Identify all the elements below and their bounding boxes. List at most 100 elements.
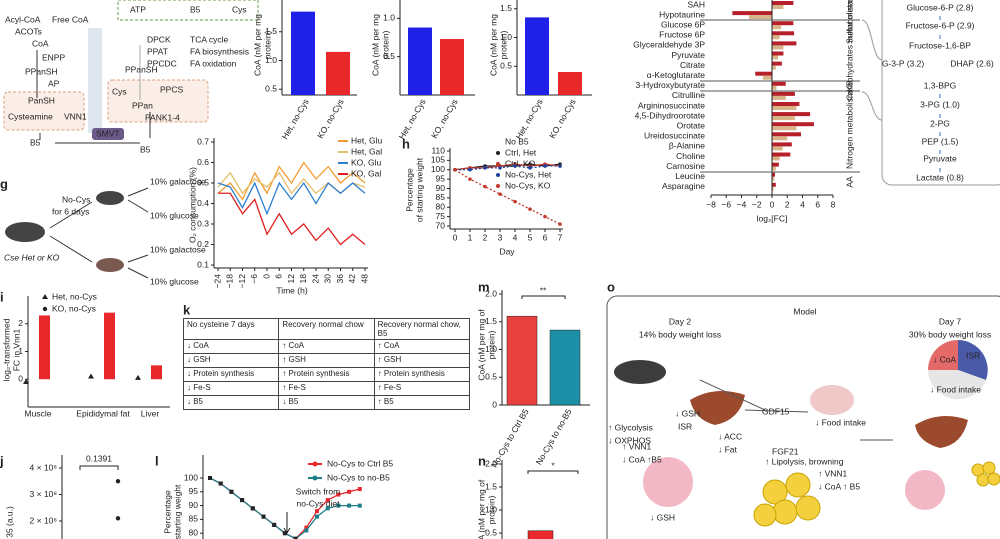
series-line xyxy=(454,163,561,171)
y-tick-label: 1.0 xyxy=(485,504,497,514)
fc-bar xyxy=(772,132,801,137)
arrow xyxy=(744,409,809,413)
group-label: Sulfur metabolism xyxy=(844,0,854,44)
y-tick-label: 4 × 10⁸ xyxy=(30,462,58,472)
y-tick-label: 1.5 xyxy=(265,26,277,36)
row-label: Carnosine xyxy=(666,161,705,171)
table-cell: ↑ GSH xyxy=(373,353,471,368)
y-tick-label: 2 × 10⁸ xyxy=(30,515,58,525)
panel-letter: i xyxy=(0,289,4,304)
pathway-label: TCA cycle xyxy=(190,34,229,44)
fc-bar xyxy=(772,35,780,40)
arrow xyxy=(127,187,149,197)
y-tick-label: 0.5 xyxy=(485,372,497,382)
x-tick-label: 42 xyxy=(347,274,357,284)
bar xyxy=(291,11,315,95)
pathway-step: 3-PG (1.0) xyxy=(920,99,960,109)
fc-bar xyxy=(772,162,779,167)
y-tick-label: 95 xyxy=(436,173,446,183)
y-tick-label: 0.2 xyxy=(197,239,209,249)
row-label: 3-Hydroxybutyrate xyxy=(636,80,706,90)
model-label: ↓ OXPHOS xyxy=(608,435,651,445)
arrow xyxy=(49,235,93,263)
point xyxy=(543,164,547,168)
brain xyxy=(810,385,854,415)
liver xyxy=(915,416,968,448)
point xyxy=(218,481,223,486)
y-tick-label: 85 xyxy=(189,514,199,524)
legend-swatch xyxy=(42,294,48,299)
pathway-label: ENPP xyxy=(42,52,65,62)
y-tick-label: 1.0 xyxy=(265,55,277,65)
x-tick-label: −6 xyxy=(721,199,731,209)
legend-label: No-Cys, Het xyxy=(505,169,552,179)
x-tick-label: 4 xyxy=(513,232,518,242)
x-tick-label: 8 xyxy=(831,199,836,209)
x-axis-label: Day xyxy=(499,246,515,256)
y-axis-label: CoA (nM per mg xyxy=(252,14,262,76)
sig-bracket xyxy=(521,295,566,299)
pathway-label: PPan xyxy=(132,100,153,110)
point xyxy=(272,522,277,527)
glycolysis-box xyxy=(881,0,1000,186)
panel-letter: m xyxy=(478,279,490,294)
point xyxy=(543,214,547,219)
point xyxy=(483,184,487,189)
pathway-label: VNN1 xyxy=(64,111,87,121)
fc-bar xyxy=(772,41,797,46)
fc-bar xyxy=(772,136,788,141)
y-axis-label: protein) xyxy=(262,30,272,59)
pie-slice xyxy=(958,340,988,380)
table-cell: ↓ Protein synthesis xyxy=(182,367,280,382)
model-title: Model xyxy=(793,306,816,316)
y-tick-label: 85 xyxy=(436,192,446,202)
pathway-label: PPanSH xyxy=(125,64,158,74)
point xyxy=(88,373,94,379)
table-cell: ↓ GSH xyxy=(182,353,280,368)
y-tick-label: 70 xyxy=(436,220,446,230)
fc-bar xyxy=(772,55,779,60)
y-tick-label: 1.0 xyxy=(485,344,497,354)
pathway-step: Lactate (0.8) xyxy=(916,172,964,182)
day-label: 14% body weight loss xyxy=(639,329,721,339)
group-label: Carbohydrates metabolism xyxy=(844,0,854,101)
x-tick-label: 48 xyxy=(359,274,369,284)
model-label: ↑ Glycolysis xyxy=(608,422,653,432)
x-tick-label: 0 xyxy=(770,199,775,209)
fc-bar xyxy=(772,166,776,171)
model-label: ISR xyxy=(678,421,692,431)
x-tick-label: 6 xyxy=(543,232,548,242)
y-axis-label: Percentage xyxy=(162,490,172,534)
table-row: ↓ B5 ↓ B5 ↑ B5 xyxy=(182,395,471,410)
mouse xyxy=(614,360,666,384)
pathway-label: PANK1-4 xyxy=(145,112,180,122)
bracket xyxy=(861,19,883,121)
table-cell: ↑ Protein synthesis xyxy=(373,367,471,382)
point xyxy=(498,166,502,170)
y-tick-label: 0 xyxy=(492,399,497,409)
mouse xyxy=(96,258,124,272)
pathway-label: B5 xyxy=(190,4,201,14)
legend-label: KO, no-Cys xyxy=(52,303,96,313)
legend-swatch xyxy=(312,475,318,481)
arrow xyxy=(127,254,149,263)
point xyxy=(498,192,502,196)
series-line xyxy=(454,169,561,225)
series-line xyxy=(217,181,366,216)
p-value: 0.1391 xyxy=(86,453,112,463)
pathway-label: Cys xyxy=(232,4,247,14)
point xyxy=(135,374,141,380)
row-label: Orotate xyxy=(677,120,706,130)
pathway-label: SMVT xyxy=(96,128,120,138)
table-cell: ↓ B5 xyxy=(278,395,375,410)
row-label: SAH xyxy=(688,0,705,9)
point xyxy=(293,536,298,539)
smvt-box xyxy=(92,128,124,140)
y-tick-label: 0.4 xyxy=(197,198,209,208)
group-label: Nitrogen metabolism xyxy=(844,91,854,169)
bar xyxy=(151,365,162,380)
pathway-label: Cysteamine xyxy=(8,111,53,121)
fc-bar xyxy=(772,126,797,131)
point xyxy=(528,207,532,211)
